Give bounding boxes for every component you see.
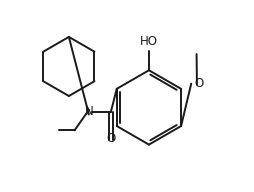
Text: N: N: [85, 105, 93, 118]
Text: O: O: [106, 132, 115, 145]
Text: O: O: [195, 77, 204, 90]
Text: HO: HO: [140, 35, 158, 48]
